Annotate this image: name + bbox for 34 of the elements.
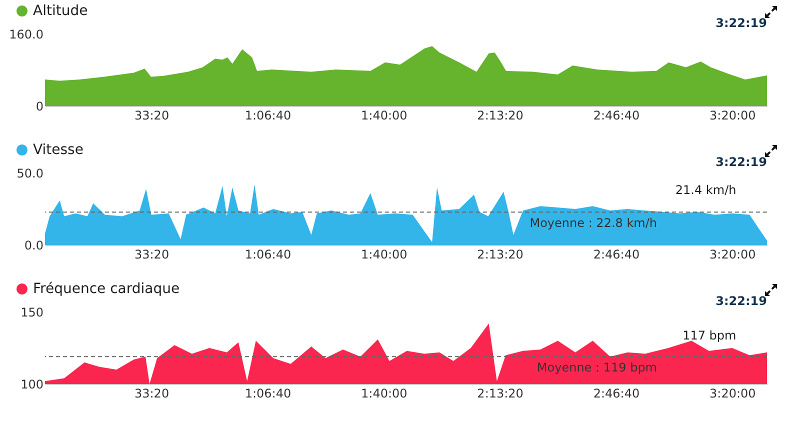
x-tick-label: 1:40:00 — [361, 108, 408, 122]
text: 3:22:19 — [716, 16, 767, 30]
y-tick-label: 160.0 — [9, 28, 44, 42]
x-tick-label: 2:46:40 — [593, 386, 640, 400]
y-tick-label: 0.0 — [24, 238, 44, 252]
legend-label: Altitude — [33, 3, 88, 19]
ref-line-label: Moyenne : 22.8 km/h — [530, 216, 657, 230]
x-tick-label: 2:46:40 — [593, 108, 640, 122]
annotation: 117 bpm — [682, 328, 736, 343]
y-tick-label: 50.0 — [16, 166, 44, 180]
x-tick-label: 33:20 — [134, 248, 170, 262]
text: 3:22:19 — [716, 155, 767, 169]
x-tick-label: 2:13:20 — [477, 248, 524, 262]
x-tick-label: 2:46:40 — [593, 248, 640, 262]
annotation: 21.4 km/h — [675, 183, 736, 198]
x-tick-label: 1:40:00 — [361, 386, 408, 400]
y-tick-label: 100 — [20, 378, 44, 392]
x-tick-label: 3:20:00 — [710, 248, 756, 262]
x-tick-label: 33:20 — [134, 386, 170, 400]
y-tick-label: 0 — [36, 100, 44, 114]
x-tick-label: 1:06:40 — [244, 248, 292, 262]
x-tick-label: 3:20:00 — [710, 386, 756, 400]
text: 3:22:19 — [716, 294, 767, 308]
legend-label: Vitesse — [33, 142, 84, 158]
x-tick-label: 33:20 — [134, 108, 170, 122]
x-tick-label: 2:13:20 — [477, 386, 524, 400]
x-tick-label: 1:06:40 — [244, 386, 292, 400]
x-tick-label: 3:20:00 — [710, 108, 756, 122]
x-tick-label: 2:13:20 — [477, 108, 524, 122]
x-tick-label: 1:40:00 — [361, 248, 408, 262]
legend-label: Fréquence cardiaque — [33, 281, 180, 297]
x-tick-label: 1:06:40 — [244, 108, 292, 122]
ref-line-label: Moyenne : 119 bpm — [536, 360, 657, 375]
y-tick-label: 150 — [20, 306, 44, 320]
